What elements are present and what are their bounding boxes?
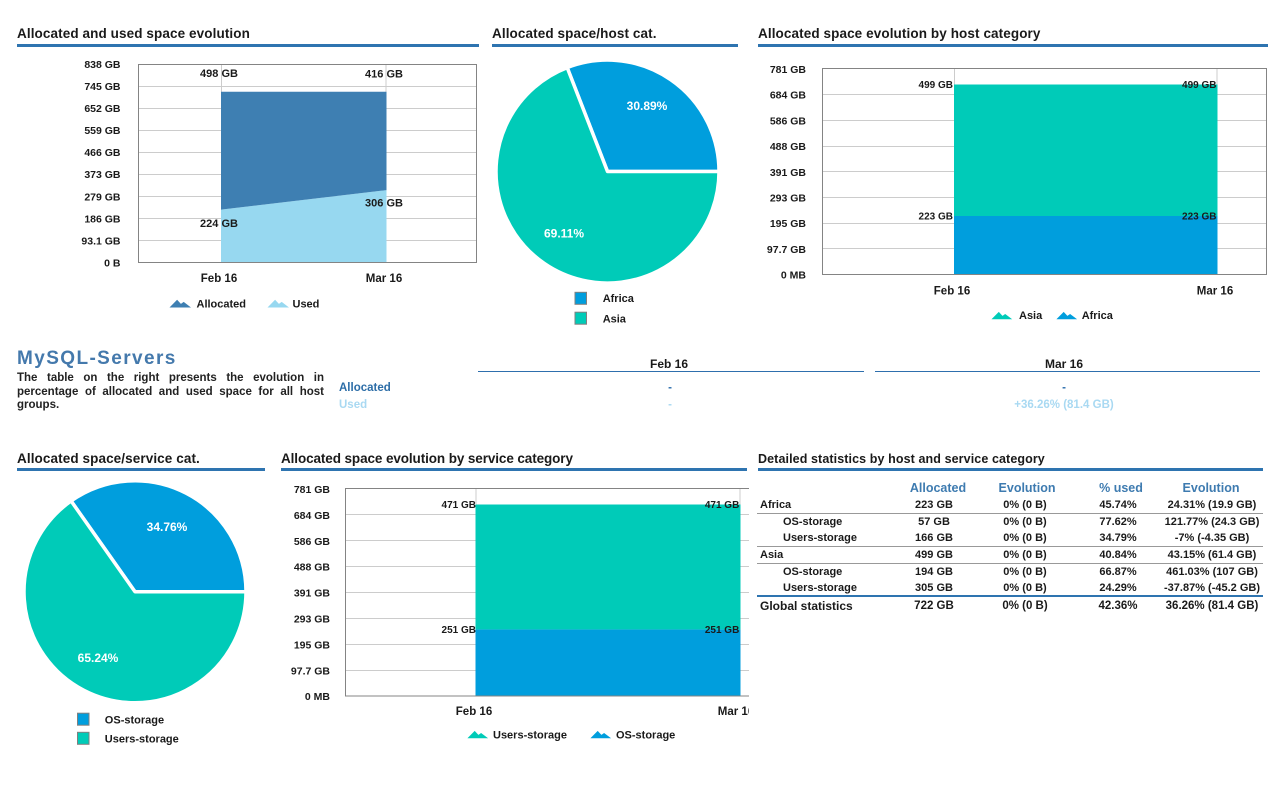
- svg-text:279 GB: 279 GB: [84, 191, 121, 203]
- svg-text:586 GB: 586 GB: [294, 536, 331, 548]
- svg-text:Mar 16: Mar 16: [1197, 286, 1233, 298]
- svg-text:223 GB: 223 GB: [919, 212, 953, 223]
- svg-text:Mar 16: Mar 16: [366, 273, 402, 285]
- svg-text:OS-storage: OS-storage: [616, 730, 675, 742]
- svg-text:Users-storage: Users-storage: [493, 730, 567, 742]
- svg-text:251 GB: 251 GB: [705, 625, 739, 636]
- svg-text:251 GB: 251 GB: [442, 625, 476, 636]
- svg-text:488 GB: 488 GB: [294, 562, 331, 574]
- svg-text:93.1 GB: 93.1 GB: [81, 235, 121, 247]
- svg-text:Used: Used: [293, 299, 320, 311]
- svg-text:OS-storage: OS-storage: [105, 715, 164, 727]
- svg-text:466 GB: 466 GB: [84, 147, 121, 159]
- svg-text:684 GB: 684 GB: [294, 510, 331, 522]
- svg-text:Feb 16: Feb 16: [201, 273, 237, 285]
- svg-text:498 GB: 498 GB: [200, 68, 238, 80]
- svg-text:391 GB: 391 GB: [294, 588, 331, 600]
- svg-text:391 GB: 391 GB: [770, 167, 807, 179]
- svg-text:781 GB: 781 GB: [770, 64, 807, 76]
- svg-text:195 GB: 195 GB: [294, 639, 331, 651]
- svg-text:195 GB: 195 GB: [770, 218, 807, 230]
- svg-text:Allocated: Allocated: [197, 299, 247, 311]
- svg-text:30.89%: 30.89%: [627, 99, 668, 113]
- svg-text:186 GB: 186 GB: [84, 213, 121, 225]
- svg-text:0 B: 0 B: [104, 257, 121, 269]
- svg-text:Asia: Asia: [1019, 310, 1043, 322]
- svg-text:781 GB: 781 GB: [294, 484, 331, 496]
- svg-text:499 GB: 499 GB: [1182, 80, 1216, 91]
- svg-text:223 GB: 223 GB: [1182, 212, 1216, 223]
- svg-text:488 GB: 488 GB: [770, 141, 807, 153]
- svg-text:652 GB: 652 GB: [84, 103, 121, 115]
- svg-text:Mar 16: Mar 16: [718, 706, 749, 718]
- svg-text:559 GB: 559 GB: [84, 125, 121, 137]
- svg-text:Asia: Asia: [603, 314, 627, 326]
- svg-text:Users-storage: Users-storage: [105, 734, 179, 746]
- svg-text:0 MB: 0 MB: [305, 691, 331, 703]
- svg-text:373 GB: 373 GB: [84, 169, 121, 181]
- svg-text:34.76%: 34.76%: [147, 520, 188, 534]
- svg-text:838 GB: 838 GB: [84, 59, 121, 71]
- svg-text:471 GB: 471 GB: [705, 500, 739, 511]
- svg-text:416 GB: 416 GB: [365, 69, 403, 81]
- svg-text:306 GB: 306 GB: [365, 198, 403, 210]
- svg-text:97.7 GB: 97.7 GB: [291, 665, 331, 677]
- svg-text:499 GB: 499 GB: [919, 80, 953, 91]
- svg-text:Africa: Africa: [1082, 310, 1114, 322]
- svg-text:684 GB: 684 GB: [770, 90, 807, 102]
- svg-text:293 GB: 293 GB: [770, 193, 807, 205]
- svg-text:586 GB: 586 GB: [770, 115, 807, 127]
- svg-text:745 GB: 745 GB: [84, 81, 121, 93]
- svg-text:Feb 16: Feb 16: [456, 706, 492, 718]
- svg-text:97.7 GB: 97.7 GB: [767, 244, 807, 256]
- svg-text:224 GB: 224 GB: [200, 218, 238, 230]
- svg-text:471 GB: 471 GB: [442, 500, 476, 511]
- svg-text:293 GB: 293 GB: [294, 614, 331, 626]
- svg-text:Feb 16: Feb 16: [934, 286, 970, 298]
- svg-text:Africa: Africa: [603, 293, 635, 305]
- svg-text:65.24%: 65.24%: [78, 651, 119, 665]
- svg-text:69.11%: 69.11%: [544, 227, 584, 241]
- svg-text:0 MB: 0 MB: [781, 270, 807, 282]
